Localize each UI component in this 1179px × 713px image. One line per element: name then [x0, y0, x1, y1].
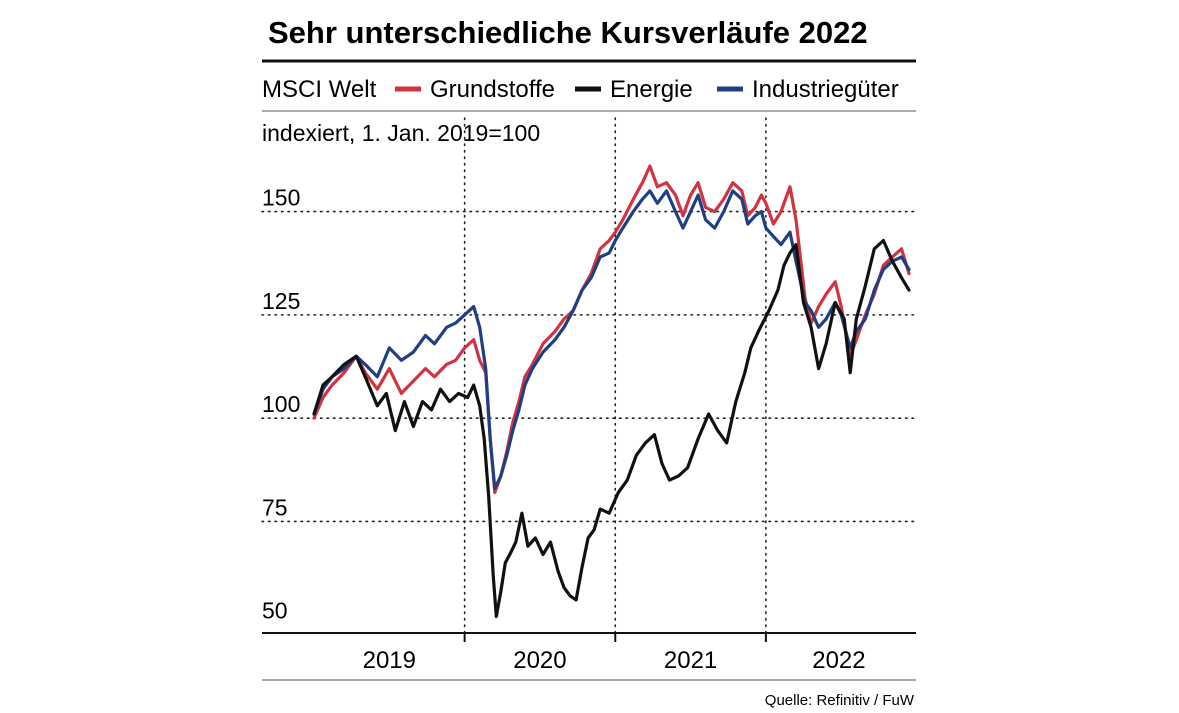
- series-line-industriegueter: [312, 189, 911, 490]
- source-note: Quelle: Refinitiv / FuW: [765, 692, 915, 709]
- legend-entry-industriegueter: Industriegüter: [752, 76, 899, 103]
- legend: MSCI Welt Grundstoffe Energie Industrieg…: [262, 76, 899, 103]
- horizontal-gridlines: [261, 210, 917, 523]
- chart-title: Sehr unterschiedliche Kursverläufe 2022: [268, 15, 868, 50]
- y-tick-label: 150: [262, 185, 300, 211]
- unit-label: indexiert, 1. Jan. 2019=100: [262, 120, 540, 146]
- series-line-energie: [312, 238, 911, 619]
- legend-entry-energie: Energie: [610, 76, 693, 103]
- series-line-grundstoffe: [312, 164, 911, 495]
- series-layer: [312, 164, 911, 619]
- legend-label: MSCI Welt: [262, 76, 377, 103]
- x-tick-label: 2022: [812, 647, 865, 674]
- legend-entry-grundstoffe: Grundstoffe: [430, 76, 555, 103]
- x-tick-label: 2019: [363, 647, 416, 674]
- x-axis-ticks: 2019 2020 2021 2022: [363, 633, 866, 674]
- x-tick-label: 2021: [664, 647, 717, 674]
- y-tick-label: 75: [262, 494, 288, 520]
- y-tick-label: 50: [262, 598, 288, 624]
- y-axis-ticks: 50 75 100 125 150: [262, 185, 300, 624]
- y-tick-label: 125: [262, 288, 300, 314]
- y-tick-label: 100: [262, 391, 300, 417]
- x-tick-label: 2020: [513, 647, 566, 674]
